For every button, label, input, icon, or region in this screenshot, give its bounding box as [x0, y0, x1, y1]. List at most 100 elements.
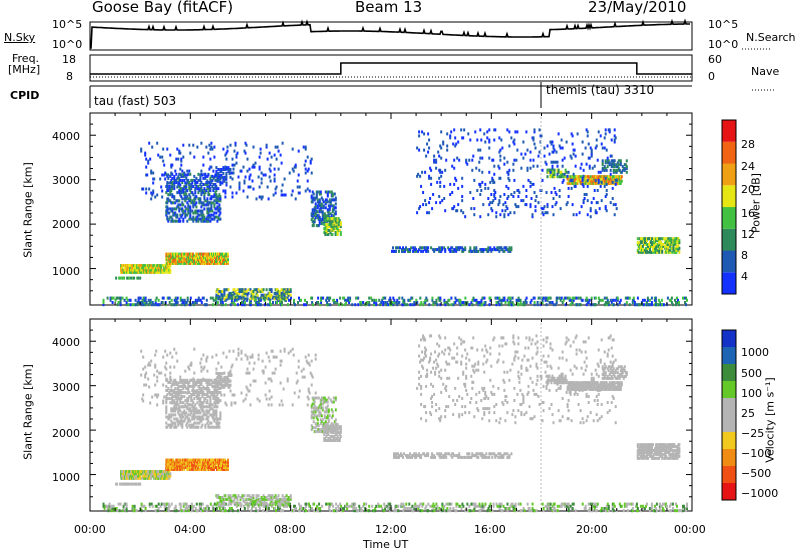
power-cell-763 — [195, 176, 198, 180]
velocity-cell-835 — [198, 415, 201, 419]
power-cell-2002 — [142, 303, 145, 307]
power-cell-3579 — [604, 207, 607, 211]
power-cell-2836 — [145, 187, 148, 191]
power-cell-2796 — [280, 295, 283, 299]
power-cell-388 — [206, 258, 209, 262]
power-cell-486 — [225, 252, 227, 256]
power-cell-951 — [217, 187, 220, 191]
power-cell-3546 — [590, 150, 593, 154]
power-cell-1067 — [317, 224, 320, 228]
power-cell-2583 — [648, 303, 651, 307]
power-cell-3027 — [258, 167, 261, 171]
power-cell-2982 — [233, 163, 236, 167]
velocity-cell-909 — [206, 417, 209, 421]
power-cell-2688 — [241, 293, 244, 297]
power-cell-3533 — [586, 130, 589, 134]
power-cell-687 — [186, 195, 189, 199]
power-cell-2349 — [454, 296, 457, 300]
power-cell-772 — [197, 209, 200, 213]
power-cell-2019 — [151, 301, 154, 304]
power-cell-3000 — [243, 181, 246, 185]
power-cell-2657 — [227, 288, 230, 292]
power-cell-2407 — [503, 296, 506, 300]
power-cell-744 — [194, 217, 197, 221]
power-cell-1441 — [510, 248, 513, 252]
power-cell-3142 — [428, 146, 431, 150]
velocity-cell-679 — [181, 413, 184, 417]
power-cell-1386 — [469, 246, 472, 250]
power-cell-2483 — [564, 296, 567, 300]
power-cell-883 — [209, 183, 212, 186]
power-cell-2436 — [523, 303, 526, 307]
power-cell-671 — [184, 195, 187, 199]
power-cell-1875 — [665, 248, 668, 252]
velocity-cell-545 — [166, 389, 169, 392]
power-cell-2282 — [392, 303, 395, 307]
power-cell-3049 — [269, 169, 272, 173]
power-cell-274 — [183, 256, 186, 260]
power-cell-889 — [210, 205, 213, 209]
velocity-cell-628 — [176, 401, 179, 405]
power-cell-1675 — [604, 167, 607, 170]
power-cell-466 — [221, 252, 223, 256]
power-cell-1351 — [441, 248, 444, 252]
velocity-cell-912 — [206, 409, 209, 413]
power-cell-2753 — [266, 295, 269, 299]
power-cell-3111 — [310, 157, 313, 161]
power-cell-3599 — [610, 138, 613, 142]
power-cell-638 — [180, 191, 183, 195]
power-cell-2204 — [320, 298, 323, 302]
power-cell-1732 — [625, 159, 628, 163]
power-cell-3329 — [506, 207, 509, 211]
power-cell-3470 — [559, 207, 562, 211]
power-cell-161 — [164, 264, 167, 268]
power-cell-1025 — [311, 210, 314, 214]
power-cell-787 — [199, 197, 202, 201]
velocity-cell-1032 — [218, 421, 221, 425]
power-cell-3143 — [428, 138, 431, 142]
power-cell-926 — [215, 211, 218, 215]
power-cell-702 — [188, 193, 191, 197]
power-cell-2222 — [336, 301, 339, 304]
power-cell-1311 — [409, 249, 412, 253]
power-cell-3491 — [570, 156, 573, 160]
velocity-cell-1013 — [216, 421, 219, 425]
power-cell-3553 — [594, 209, 597, 213]
velocity-cell-553 — [168, 417, 171, 421]
power-cell-854 — [207, 217, 210, 221]
power-cell-2987 — [235, 161, 238, 165]
power-cell-2740 — [260, 288, 263, 292]
power-cell-585 — [173, 183, 176, 186]
power-cell-1757 — [641, 250, 644, 254]
power-cell-2886 — [174, 169, 177, 173]
velocity-cell-1099 — [310, 428, 313, 432]
power-cell-786 — [199, 199, 202, 203]
power-cell-407 — [210, 261, 212, 265]
power-cell-2150 — [259, 303, 262, 307]
power-cell-2394 — [495, 301, 498, 304]
power-cell-2908 — [184, 181, 187, 185]
power-cell-3603 — [612, 203, 615, 207]
power-cell-457 — [220, 261, 222, 265]
power-cell-2144 — [255, 301, 258, 304]
power-cell-783 — [198, 189, 201, 193]
velocity-cell-807 — [195, 395, 198, 399]
power-cell-846 — [206, 199, 209, 203]
power-cell-1118 — [324, 206, 327, 210]
power-cell-3106 — [308, 189, 311, 193]
power-cell-1708 — [615, 163, 618, 167]
power-cell-2475 — [556, 296, 559, 300]
power-cell-2551 — [623, 303, 626, 307]
power-cell-2771 — [274, 291, 277, 295]
power-cell-2662 — [231, 297, 234, 301]
velocity-cell-1296 — [332, 425, 335, 429]
power-cell-1876 — [665, 246, 668, 250]
power-cell-793 — [200, 219, 203, 223]
power-cell-3510 — [580, 205, 583, 209]
power-cell-1955 — [678, 239, 681, 243]
velocity-cell-775 — [192, 423, 195, 427]
velocity-cell-979 — [213, 395, 216, 399]
power-cell-2628 — [215, 290, 218, 293]
power-cell-2969 — [225, 151, 228, 155]
power-cell-3567 — [598, 207, 601, 211]
